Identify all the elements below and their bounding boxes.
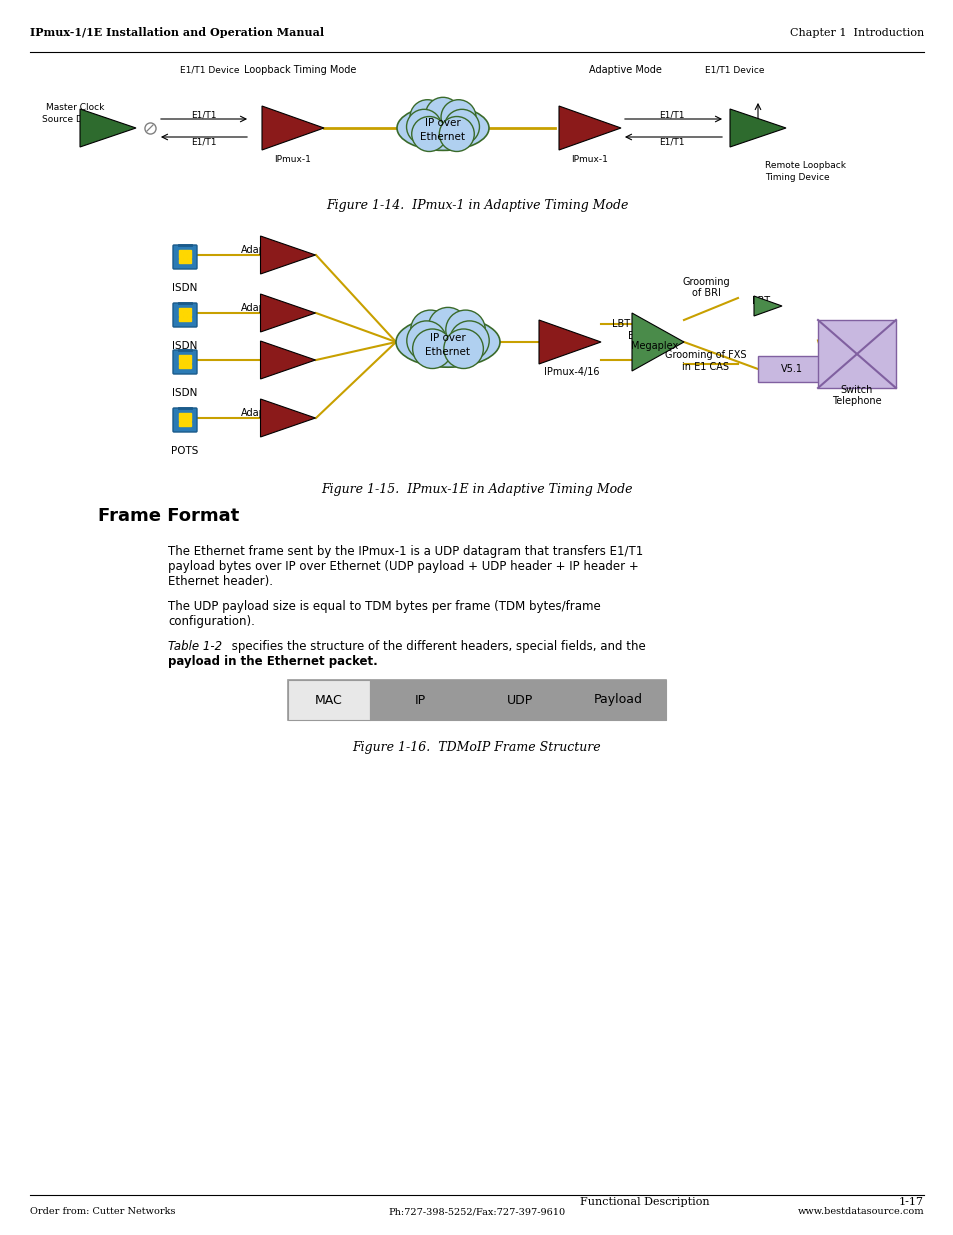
Polygon shape bbox=[538, 320, 600, 364]
Text: www.bestdatasource.com: www.bestdatasource.com bbox=[797, 1208, 923, 1216]
Text: E1/T1: E1/T1 bbox=[659, 110, 684, 120]
Circle shape bbox=[439, 116, 474, 152]
FancyBboxPatch shape bbox=[370, 680, 470, 720]
Circle shape bbox=[443, 329, 483, 368]
FancyBboxPatch shape bbox=[288, 680, 370, 720]
Text: Table 1-2: Table 1-2 bbox=[168, 640, 222, 653]
Text: ISDN: ISDN bbox=[172, 388, 197, 398]
FancyBboxPatch shape bbox=[172, 350, 196, 374]
FancyBboxPatch shape bbox=[172, 408, 196, 432]
Text: Megaplex: Megaplex bbox=[631, 341, 678, 351]
Ellipse shape bbox=[396, 106, 489, 151]
Polygon shape bbox=[260, 399, 315, 437]
Text: Master Clock: Master Clock bbox=[46, 104, 104, 112]
Text: Frame Format: Frame Format bbox=[98, 508, 239, 525]
Text: IPmux-1/1E Installation and Operation Manual: IPmux-1/1E Installation and Operation Ma… bbox=[30, 27, 324, 38]
Text: Adaptive Mode: Adaptive Mode bbox=[588, 65, 660, 75]
Circle shape bbox=[410, 100, 444, 135]
FancyBboxPatch shape bbox=[817, 320, 895, 388]
Text: Grooming: Grooming bbox=[681, 277, 729, 287]
Text: payload in the Ethernet packet.: payload in the Ethernet packet. bbox=[168, 655, 377, 668]
Text: LBT: LBT bbox=[751, 296, 769, 306]
Text: Ethernet header).: Ethernet header). bbox=[168, 576, 273, 588]
Text: IP over: IP over bbox=[425, 119, 460, 128]
Text: payload bytes over IP over Ethernet (UDP payload + UDP header + IP header +: payload bytes over IP over Ethernet (UDP… bbox=[168, 559, 639, 573]
Text: IPmux-1: IPmux-1 bbox=[571, 156, 608, 164]
Text: Remote Loopback: Remote Loopback bbox=[764, 162, 845, 170]
Text: Loopback Timing Mode: Loopback Timing Mode bbox=[244, 65, 355, 75]
Text: Chapter 1  Introduction: Chapter 1 Introduction bbox=[789, 28, 923, 38]
Text: Source Device: Source Device bbox=[42, 115, 108, 124]
Polygon shape bbox=[260, 341, 315, 379]
Text: MAC: MAC bbox=[314, 694, 342, 706]
Circle shape bbox=[445, 310, 485, 350]
Text: Order from: Cutter Networks: Order from: Cutter Networks bbox=[30, 1208, 175, 1216]
Text: Grooming of FXS: Grooming of FXS bbox=[664, 350, 746, 359]
Text: Adaptive: Adaptive bbox=[241, 245, 284, 254]
Polygon shape bbox=[631, 312, 683, 370]
FancyBboxPatch shape bbox=[172, 245, 196, 269]
Text: Functional Description: Functional Description bbox=[579, 1197, 709, 1207]
Text: configuration).: configuration). bbox=[168, 615, 254, 629]
Text: Ethernet: Ethernet bbox=[420, 132, 465, 142]
Text: The UDP payload size is equal to TDM bytes per frame (TDM bytes/frame: The UDP payload size is equal to TDM byt… bbox=[168, 600, 600, 613]
Text: The Ethernet frame sent by the IPmux-1 is a UDP datagram that transfers E1/T1: The Ethernet frame sent by the IPmux-1 i… bbox=[168, 545, 642, 558]
Circle shape bbox=[412, 116, 446, 152]
Text: Telephone: Telephone bbox=[831, 396, 881, 406]
Text: in E1 CAS: in E1 CAS bbox=[681, 362, 729, 372]
Text: Payload: Payload bbox=[593, 694, 641, 706]
Circle shape bbox=[406, 110, 441, 144]
Text: Figure 1-14.  IPmux-1 in Adaptive Timing Mode: Figure 1-14. IPmux-1 in Adaptive Timing … bbox=[326, 199, 627, 211]
Polygon shape bbox=[753, 296, 781, 316]
FancyBboxPatch shape bbox=[758, 356, 825, 382]
Text: Timing Device: Timing Device bbox=[764, 173, 829, 183]
Polygon shape bbox=[729, 109, 785, 147]
Text: IPmux-4/16: IPmux-4/16 bbox=[543, 367, 599, 377]
Text: POTS: POTS bbox=[172, 446, 198, 456]
Text: Adaptive: Adaptive bbox=[241, 408, 284, 417]
Text: IP: IP bbox=[414, 694, 425, 706]
Circle shape bbox=[413, 329, 452, 368]
Text: Adaptive: Adaptive bbox=[241, 303, 284, 312]
FancyBboxPatch shape bbox=[172, 303, 196, 327]
FancyBboxPatch shape bbox=[569, 680, 665, 720]
Ellipse shape bbox=[395, 317, 499, 367]
Text: E1/T1: E1/T1 bbox=[191, 137, 216, 147]
Text: IPmux-1: IPmux-1 bbox=[274, 156, 311, 164]
Text: E1/T1 Device: E1/T1 Device bbox=[704, 65, 764, 74]
Circle shape bbox=[406, 321, 446, 361]
Text: ISDN: ISDN bbox=[172, 341, 197, 351]
Circle shape bbox=[444, 110, 479, 144]
Text: specifies the structure of the different headers, special fields, and the: specifies the structure of the different… bbox=[228, 640, 645, 653]
Text: UDP: UDP bbox=[506, 694, 533, 706]
Text: E1: E1 bbox=[627, 331, 639, 341]
Polygon shape bbox=[262, 106, 324, 149]
Text: Figure 1-16.  TDMoIP Frame Structure: Figure 1-16. TDMoIP Frame Structure bbox=[353, 741, 600, 755]
Circle shape bbox=[428, 308, 467, 347]
Text: IP over: IP over bbox=[430, 333, 465, 343]
Text: of BRI: of BRI bbox=[691, 288, 720, 298]
Polygon shape bbox=[558, 106, 620, 149]
FancyBboxPatch shape bbox=[288, 680, 665, 720]
Text: Ethernet: Ethernet bbox=[425, 347, 470, 357]
Text: Ph:727-398-5252/Fax:727-397-9610: Ph:727-398-5252/Fax:727-397-9610 bbox=[388, 1208, 565, 1216]
Polygon shape bbox=[260, 236, 315, 274]
Text: LBT: LBT bbox=[612, 319, 630, 329]
Circle shape bbox=[449, 321, 489, 361]
Text: Switch: Switch bbox=[840, 385, 872, 395]
Circle shape bbox=[410, 310, 450, 350]
FancyBboxPatch shape bbox=[470, 680, 569, 720]
Text: ISDN: ISDN bbox=[172, 283, 197, 293]
Text: E1/T1: E1/T1 bbox=[659, 137, 684, 147]
Circle shape bbox=[425, 98, 460, 132]
Text: 1-17: 1-17 bbox=[898, 1197, 923, 1207]
Circle shape bbox=[440, 100, 476, 135]
Polygon shape bbox=[260, 294, 315, 332]
Text: E1/T1: E1/T1 bbox=[191, 110, 216, 120]
Text: V5.1: V5.1 bbox=[781, 364, 802, 374]
Polygon shape bbox=[80, 109, 136, 147]
Text: Figure 1-15.  IPmux-1E in Adaptive Timing Mode: Figure 1-15. IPmux-1E in Adaptive Timing… bbox=[321, 483, 632, 496]
Text: E1/T1 Device: E1/T1 Device bbox=[180, 65, 239, 74]
